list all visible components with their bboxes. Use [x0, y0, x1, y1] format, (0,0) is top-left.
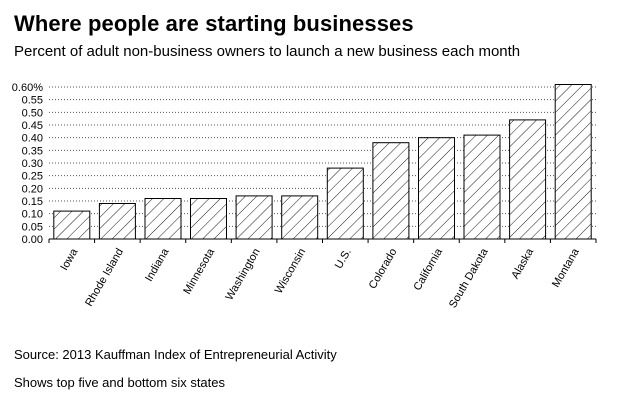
- bar-south-dakota: [463, 134, 501, 240]
- x-tick-label: Colorado: [367, 247, 400, 292]
- y-tick-label: 0.00: [22, 234, 43, 246]
- x-tick-label: Minnesota: [181, 246, 217, 297]
- source-note: Source: 2013 Kauffman Index of Entrepren…: [14, 347, 337, 362]
- chart-subtitle: Percent of adult non-business owners to …: [14, 43, 521, 60]
- y-tick-label: 0.55: [22, 95, 43, 107]
- bar-alaska: [509, 119, 547, 240]
- bar-montana: [554, 84, 592, 240]
- x-tick-label: U.S.: [333, 247, 354, 272]
- bar-u-s-: [326, 167, 364, 240]
- footnote: Shows top five and bottom six states: [14, 375, 225, 390]
- x-tick-label: Montana: [550, 246, 582, 290]
- y-tick-label: 0.05: [22, 221, 43, 233]
- y-tick-label: 0.35: [22, 145, 43, 157]
- bar-iowa: [53, 210, 91, 240]
- chart-title: Where people are starting businesses: [14, 11, 414, 36]
- y-tick-label: 0.25: [22, 171, 43, 183]
- bar-indiana: [144, 198, 182, 240]
- y-tick-label: 0.60%: [12, 82, 43, 94]
- y-tick-label: 0.40: [22, 133, 43, 145]
- gridlines: [49, 86, 596, 227]
- bar-washington: [235, 195, 273, 240]
- bar-rhode-island: [98, 203, 136, 240]
- x-tick-label: Alaska: [509, 246, 536, 281]
- x-tick-label: Washington: [223, 247, 262, 303]
- x-tick-label: Indiana: [143, 246, 172, 284]
- bar-wisconsin: [281, 195, 319, 240]
- x-tick-label: California: [411, 246, 445, 293]
- x-tick-label: Iowa: [58, 246, 80, 273]
- y-tick-label: 0.45: [22, 120, 43, 132]
- bar-chart: 0.000.050.100.150.200.250.300.350.400.45…: [12, 82, 597, 310]
- x-tick-label: Rhode Island: [83, 247, 126, 309]
- bar-minnesota: [190, 198, 227, 240]
- bar-california: [418, 137, 455, 240]
- y-tick-label: 0.30: [22, 158, 43, 170]
- bar-colorado: [372, 142, 410, 240]
- bars: [53, 84, 592, 240]
- x-tick-label: South Dakota: [447, 246, 491, 310]
- y-tick-label: 0.15: [22, 196, 43, 208]
- y-tick-label: 0.10: [22, 209, 43, 221]
- y-tick-label: 0.20: [22, 183, 43, 195]
- y-axis: 0.000.050.100.150.200.250.300.350.400.45…: [12, 82, 43, 246]
- x-tick-label: Wisconsin: [273, 247, 308, 296]
- y-tick-label: 0.50: [22, 107, 43, 119]
- x-axis: Iowa Rhode Island Indiana Minnesota Washingt…: [48, 238, 597, 310]
